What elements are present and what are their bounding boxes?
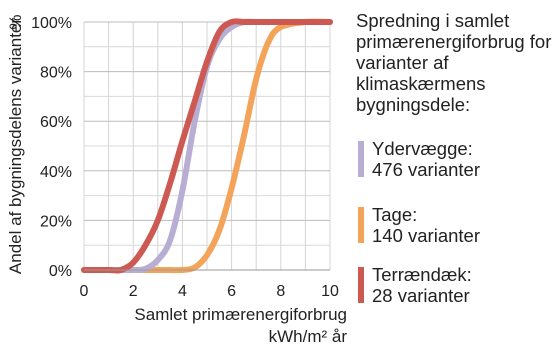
legend-text: Tage: 140 varianter bbox=[372, 204, 480, 246]
x-tick-label: 0 bbox=[80, 283, 89, 300]
legend-series-count: 140 varianter bbox=[372, 225, 480, 246]
x-tick-label: 6 bbox=[227, 283, 236, 300]
x-axis-label: Samlet primærenergiforbrug bbox=[134, 305, 347, 324]
y-tick-label: 40% bbox=[40, 164, 72, 181]
legend-series-name: Ydervægge: bbox=[372, 138, 473, 159]
legend-series-name: Tage: bbox=[372, 204, 418, 225]
y-tick-label: 0% bbox=[49, 263, 72, 280]
x-tick-label: 2 bbox=[129, 283, 138, 300]
x-tick-label: 8 bbox=[276, 283, 285, 300]
legend-swatch bbox=[358, 207, 364, 243]
legend-series-name: Terrændæk: bbox=[372, 264, 472, 285]
y-tick-label: 100% bbox=[31, 15, 72, 32]
legend-swatch bbox=[358, 141, 364, 177]
x-axis-unit: kWh/m² år bbox=[269, 327, 348, 346]
x-tick-label: 10 bbox=[321, 283, 339, 300]
legend-text: Ydervægge: 476 varianter bbox=[372, 138, 480, 180]
y-axis-unit: % bbox=[6, 14, 25, 29]
legend-swatch bbox=[358, 267, 364, 303]
y-tick-label: 20% bbox=[40, 213, 72, 230]
legend-series-count: 28 varianter bbox=[372, 285, 470, 306]
axes: 0% 20% 40% 60% 80% 100% 0 2 4 6 8 10 bbox=[31, 15, 339, 300]
series-line-terrændæk bbox=[81, 18, 333, 274]
legend-text: Terrændæk: 28 varianter bbox=[372, 264, 472, 306]
legend-title: Spredning i samlet primærenergiforbrug f… bbox=[356, 10, 552, 115]
y-tick-label: 80% bbox=[40, 65, 72, 82]
legend-series-count: 476 varianter bbox=[372, 159, 480, 180]
y-tick-label: 60% bbox=[40, 114, 72, 131]
x-tick-label: 4 bbox=[178, 283, 187, 300]
y-axis-label: Andel af bygningsdelens varianter bbox=[6, 18, 25, 274]
